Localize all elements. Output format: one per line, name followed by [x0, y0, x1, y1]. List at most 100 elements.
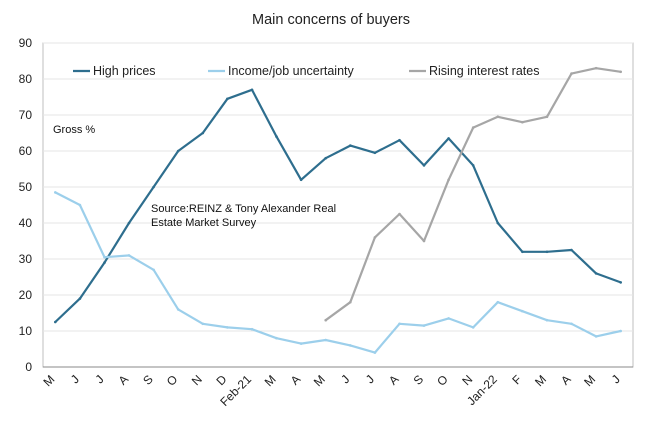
data-point-income-job-uncertainty [545, 318, 549, 322]
unit-label: Gross % [53, 124, 95, 136]
data-point-high-prices [545, 250, 549, 254]
x-tick-label: O [434, 372, 451, 389]
data-point-income-job-uncertainty [299, 342, 303, 345]
data-point-income-job-uncertainty [201, 322, 205, 326]
data-point-high-prices [349, 144, 352, 147]
data-point-rising-interest-rates [496, 115, 500, 119]
data-point-income-job-uncertainty [176, 308, 180, 311]
data-point-high-prices [447, 137, 450, 140]
data-point-high-prices [152, 185, 155, 189]
x-tick-label: A [386, 372, 402, 388]
chart-title: Main concerns of buyers [252, 12, 410, 28]
data-point-high-prices [496, 221, 500, 225]
y-tick-label: 60 [19, 144, 33, 158]
data-point-income-job-uncertainty [496, 300, 500, 304]
data-point-rising-interest-rates [521, 120, 524, 124]
data-point-income-job-uncertainty [398, 322, 401, 326]
x-tick-label: A [558, 372, 574, 388]
data-point-high-prices [398, 138, 401, 142]
y-tick-label: 50 [19, 180, 33, 194]
x-tick-label: A [116, 372, 132, 388]
legend-label: High prices [93, 64, 156, 78]
data-point-income-job-uncertainty [54, 191, 57, 194]
x-tick-label: M [40, 372, 57, 389]
legend: High prices Income/job uncertainty Rising … [73, 64, 539, 78]
gridlines [43, 42, 633, 368]
data-point-income-job-uncertainty [103, 255, 106, 259]
x-tick-label: O [164, 372, 181, 389]
legend-label: Income/job uncertainty [228, 64, 355, 78]
data-point-income-job-uncertainty [594, 335, 598, 338]
data-point-income-job-uncertainty [570, 322, 573, 326]
series-lines [54, 66, 622, 354]
data-point-high-prices [471, 164, 475, 167]
data-point-rising-interest-rates [619, 70, 622, 74]
legend-label: Rising interest rates [429, 64, 539, 78]
data-point-rising-interest-rates [570, 72, 573, 75]
data-point-high-prices [275, 135, 278, 138]
data-point-income-job-uncertainty [471, 326, 475, 329]
data-point-high-prices [422, 164, 426, 167]
data-point-income-job-uncertainty [127, 254, 131, 257]
x-tick-label: N [459, 372, 475, 388]
series-line-high-prices [54, 88, 622, 324]
source-note-line-1: Source:REINZ & Tony Alexander Real [151, 203, 336, 215]
data-point-income-job-uncertainty [521, 309, 524, 313]
data-point-rising-interest-rates [324, 318, 328, 322]
data-point-high-prices [299, 178, 303, 182]
data-point-high-prices [373, 151, 377, 155]
data-point-income-job-uncertainty [226, 326, 229, 329]
x-tick-label: J [68, 372, 82, 386]
y-tick-label: 10 [19, 324, 33, 338]
x-tick-label: J [363, 372, 377, 386]
data-point-rising-interest-rates [349, 300, 352, 304]
y-tick-label: 80 [19, 72, 33, 86]
data-point-rising-interest-rates [471, 126, 475, 129]
x-tick-label: M [262, 372, 279, 389]
data-point-income-job-uncertainty [152, 268, 155, 272]
x-tick-label: J [92, 372, 106, 386]
data-point-high-prices [127, 221, 131, 225]
y-tick-label: 40 [19, 216, 33, 230]
x-tick-label: M [532, 372, 549, 389]
x-tick-label: J [338, 372, 352, 386]
series-line-rising-interest-rates [324, 67, 622, 322]
data-point-high-prices [521, 250, 524, 254]
x-tick-label: J [609, 372, 623, 386]
data-point-high-prices [78, 297, 82, 300]
y-tick-label: 0 [25, 360, 32, 374]
data-point-income-job-uncertainty [373, 351, 377, 354]
x-tick-label: N [189, 372, 205, 388]
data-point-rising-interest-rates [422, 239, 426, 243]
data-point-high-prices [201, 131, 205, 135]
data-point-high-prices [226, 97, 229, 101]
data-point-income-job-uncertainty [619, 329, 622, 333]
x-tick-label: M [581, 372, 598, 389]
data-point-rising-interest-rates [398, 212, 401, 216]
x-tick-label: F [509, 372, 524, 387]
x-tick-label: S [411, 372, 427, 388]
y-tick-label: 20 [19, 288, 33, 302]
data-point-high-prices [594, 272, 598, 275]
data-point-high-prices [324, 156, 328, 160]
series-line-income-job-uncertainty [54, 191, 622, 354]
data-point-income-job-uncertainty [324, 338, 328, 342]
data-point-high-prices [570, 248, 573, 252]
source-note-line-2: Estate Market Survey [151, 217, 257, 229]
y-tick-label: 90 [19, 36, 33, 50]
y-tick-label: 30 [19, 252, 33, 266]
data-point-high-prices [619, 281, 622, 284]
data-point-high-prices [103, 261, 106, 264]
x-tick-label: A [288, 372, 304, 388]
x-tick-label: S [140, 372, 156, 388]
y-axis-tick-labels: 0 10 20 30 40 50 60 70 80 90 [19, 36, 33, 374]
data-point-income-job-uncertainty [422, 324, 426, 327]
data-point-income-job-uncertainty [250, 327, 254, 331]
data-point-rising-interest-rates [447, 178, 450, 182]
data-point-income-job-uncertainty [275, 336, 278, 340]
data-point-rising-interest-rates [373, 236, 377, 239]
y-tick-label: 70 [19, 108, 33, 122]
data-point-income-job-uncertainty [447, 317, 450, 320]
